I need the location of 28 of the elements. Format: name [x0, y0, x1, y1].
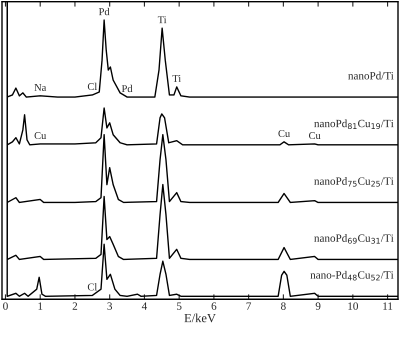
series-label: nanoPd$_{69}$Cu$_{31}$/Ti	[314, 234, 394, 244]
x-tick-label: 7	[246, 302, 252, 310]
x-tick-label: 3	[107, 302, 112, 310]
x-tick-label: 5	[177, 302, 182, 310]
series-label: nano-Pd$_{48}$Cu$_{52}$/Ti	[310, 270, 394, 280]
x-tick-label: 10	[348, 302, 358, 310]
x-tick-label: 8	[281, 302, 286, 310]
x-axis-title: E/keV	[184, 313, 216, 322]
annotation: Cl	[88, 82, 98, 90]
series-label: nanoPd$_{75}$Cu$_{25}$/Ti	[314, 177, 394, 187]
x-tick-label: 11	[383, 302, 392, 310]
x-tick-label: 2	[72, 302, 78, 310]
annotation: Pd	[98, 8, 110, 16]
x-tick-label: 6	[212, 302, 216, 310]
annotation: Cu	[34, 132, 46, 140]
x-tick-label: 0	[3, 302, 8, 310]
x-tick-label: 4	[142, 302, 148, 310]
annotation: Ti	[158, 16, 166, 24]
annotation: Cu	[308, 132, 321, 140]
annotation: Na	[34, 84, 46, 91]
x-tick-label: 1	[38, 302, 42, 310]
x-tick-label: 9	[316, 302, 320, 310]
annotation: Cl	[88, 283, 98, 290]
annotation: Pd	[122, 84, 132, 92]
series-label: nanoPd/Ti	[348, 72, 394, 80]
series-label: nanoPd$_{81}$Cu$_{19}$/Ti	[314, 119, 394, 130]
annotation: Cu	[278, 130, 290, 137]
annotation: Ti	[172, 75, 181, 82]
